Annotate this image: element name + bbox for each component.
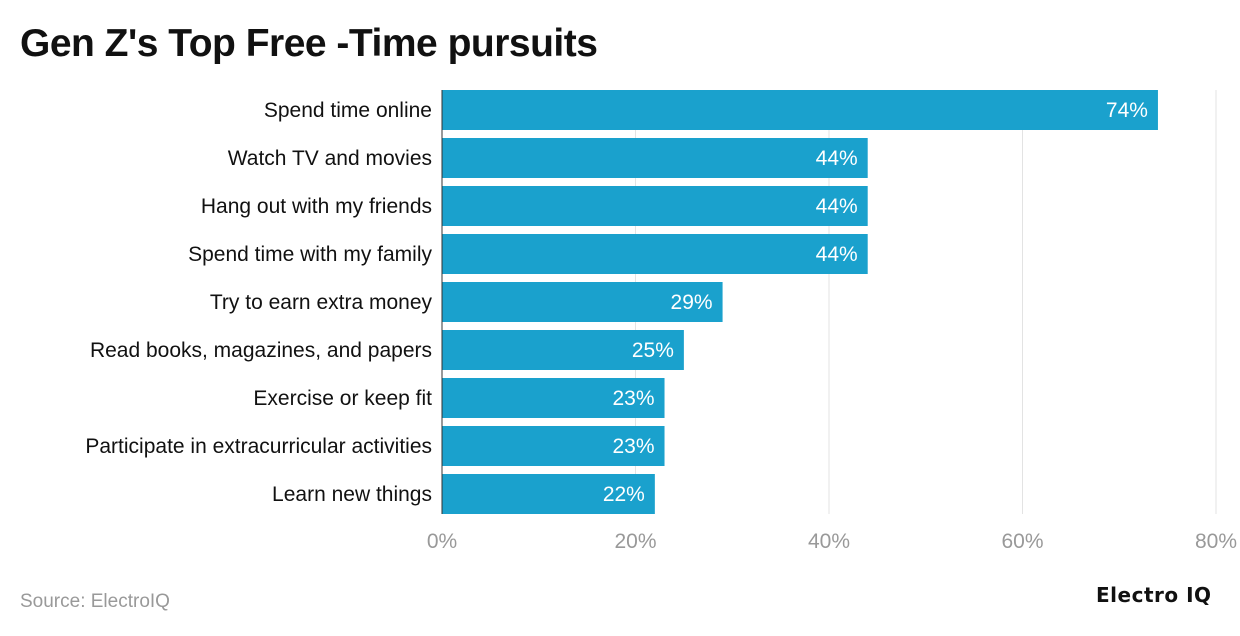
- bar: [442, 138, 868, 178]
- data-label: 44%: [816, 147, 858, 170]
- category-label: Spend time online: [264, 99, 432, 122]
- category-label: Exercise or keep fit: [253, 387, 432, 410]
- data-label: 44%: [816, 195, 858, 218]
- x-tick-label: 20%: [614, 530, 656, 553]
- bar: [442, 186, 868, 226]
- x-tick-label: 40%: [808, 530, 850, 553]
- data-label: 22%: [603, 483, 645, 506]
- data-label: 23%: [612, 435, 654, 458]
- category-label: Watch TV and movies: [228, 147, 432, 170]
- bar: [442, 378, 665, 418]
- data-label: 29%: [671, 291, 713, 314]
- category-label: Read books, magazines, and papers: [90, 339, 432, 362]
- bar: [442, 234, 868, 274]
- bar: [442, 474, 655, 514]
- category-label: Participate in extracurricular activitie…: [85, 435, 432, 458]
- chart-title: Gen Z's Top Free -Time pursuits: [20, 22, 598, 65]
- bar: [442, 282, 723, 322]
- electroiq-logo: Electro IQ: [1096, 583, 1212, 607]
- x-tick-label: 0%: [427, 530, 457, 553]
- bar: [442, 90, 1158, 130]
- data-label: 74%: [1106, 99, 1148, 122]
- category-label: Spend time with my family: [188, 243, 432, 266]
- x-tick-label: 80%: [1195, 530, 1237, 553]
- category-label: Learn new things: [272, 483, 432, 506]
- category-label: Hang out with my friends: [201, 195, 432, 218]
- category-label: Try to earn extra money: [210, 291, 433, 314]
- data-label: 44%: [816, 243, 858, 266]
- data-label: 25%: [632, 339, 674, 362]
- bar: [442, 426, 665, 466]
- source-note: Source: ElectroIQ: [20, 591, 170, 612]
- bar: [442, 330, 684, 370]
- x-tick-label: 60%: [1001, 530, 1043, 553]
- data-label: 23%: [612, 387, 654, 410]
